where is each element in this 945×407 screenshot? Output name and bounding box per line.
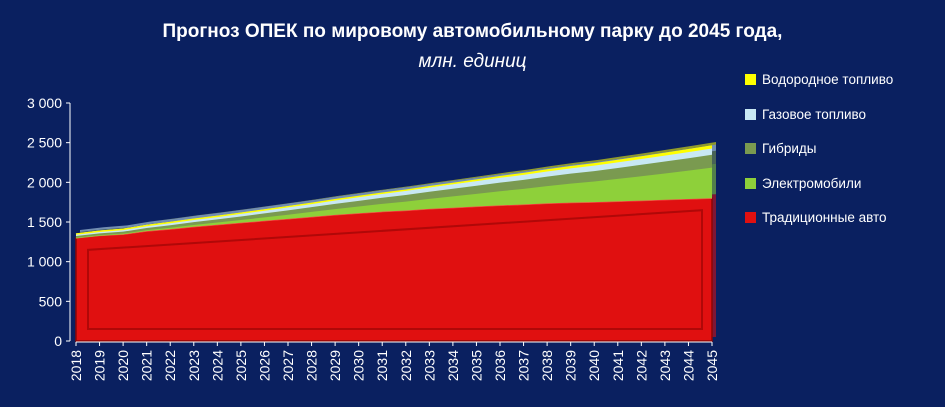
legend-swatch	[745, 108, 756, 120]
y-axis: 0 500 1 000 1 500 2 000 2 500 3 000	[27, 95, 71, 349]
legend-label: Газовое топливо	[762, 106, 867, 122]
x-tick-label: 2041	[610, 350, 626, 381]
legend-item: Газовое топливо	[745, 105, 935, 140]
legend-swatch	[745, 212, 756, 223]
y-tick-label: 3 000	[27, 95, 62, 111]
x-tick-label: 2030	[351, 350, 367, 381]
legend-swatch	[745, 177, 756, 189]
x-tick-label: 2018	[68, 350, 84, 381]
legend-swatch	[745, 74, 756, 85]
legend-item: Гибриды	[745, 139, 935, 174]
x-tick-label: 2022	[162, 350, 178, 381]
x-axis: 2018 2019 2020 2021 2022 2023 2024 2025 2026 2027…	[68, 341, 720, 381]
y-tick-label: 2 000	[27, 174, 62, 190]
x-tick-label: 2027	[280, 350, 296, 381]
y-tick-label: 1 500	[27, 214, 62, 230]
legend-label: Гибриды	[762, 141, 817, 156]
x-tick-label: 2039	[563, 350, 579, 381]
x-tick-label: 2026	[256, 350, 272, 381]
x-tick-label: 2033	[421, 350, 437, 381]
area-bevel	[87, 209, 703, 330]
x-tick-label: 2034	[445, 350, 461, 381]
x-tick-label: 2025	[233, 350, 249, 381]
y-tick-label: 2 500	[27, 135, 62, 151]
x-tick-label: 2040	[586, 350, 602, 381]
legend-item: Электромобили	[745, 174, 935, 209]
legend-label: Электромобили	[762, 175, 862, 191]
chart-subtitle: млн. единиц	[418, 51, 527, 72]
chart-title: Прогноз ОПЕК по мировому автомобильному …	[162, 21, 783, 42]
y-tick-label: 1 000	[27, 254, 62, 270]
x-tick-label: 2024	[209, 350, 225, 381]
legend: Водородное топливо Газовое топливо Гибриды…	[745, 70, 935, 243]
legend-label: Водородное топливо	[762, 72, 894, 87]
x-tick-label: 2036	[492, 350, 508, 381]
x-tick-label: 2023	[186, 350, 202, 381]
x-tick-label: 2042	[633, 350, 649, 381]
x-tick-label: 2037	[516, 350, 532, 381]
area-series-group	[75, 141, 716, 342]
x-tick-label: 2043	[657, 350, 673, 381]
x-tick-label: 2038	[539, 350, 555, 381]
legend-item: Традиционные авто	[745, 208, 935, 243]
legend-label: Традиционные авто	[762, 210, 887, 225]
x-tick-label: 2045	[704, 350, 720, 381]
x-tick-label: 2044	[680, 350, 696, 381]
x-tick-label: 2035	[468, 350, 484, 381]
x-tick-label: 2032	[398, 350, 414, 381]
x-tick-label: 2031	[374, 350, 390, 381]
x-tick-label: 2019	[92, 350, 108, 381]
x-tick-label: 2021	[139, 350, 155, 381]
x-tick-label: 2029	[327, 350, 343, 381]
legend-swatch	[745, 143, 756, 154]
legend-item: Водородное топливо	[745, 70, 935, 105]
y-tick-label: 0	[54, 333, 62, 349]
area-edge-4	[75, 145, 713, 235]
y-tick-label: 500	[39, 293, 63, 309]
area-depth-3	[80, 144, 716, 233]
x-tick-label: 2028	[304, 350, 320, 381]
x-tick-label: 2020	[115, 350, 131, 381]
